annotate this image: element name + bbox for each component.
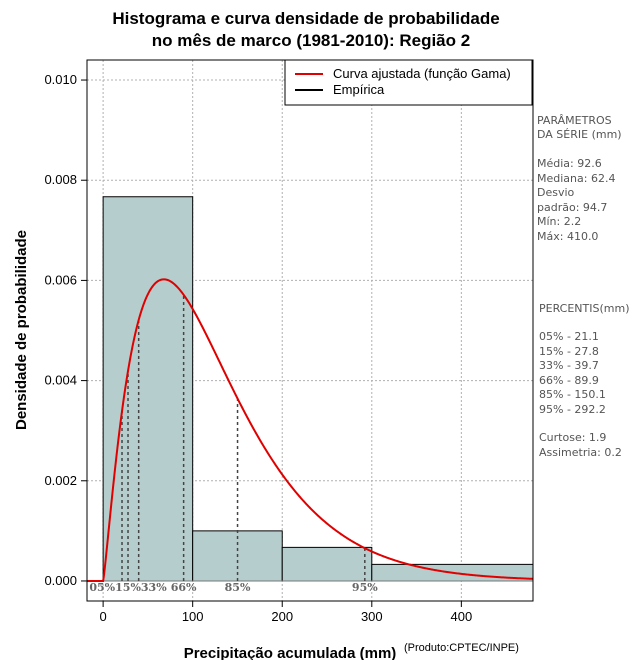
y-axis-ticks: 0.000 0.002 0.004 0.006 0.008 0.010 [44, 72, 87, 588]
percentil-33: 33% - 39.7 [539, 359, 599, 372]
params-header-2: DA SÉRIE (mm) [537, 128, 622, 141]
stat-desvio-2: padrão: 94.7 [537, 201, 607, 214]
stat-curtose: Curtose: 1.9 [539, 431, 606, 444]
percentil-95: 95% - 292.2 [539, 403, 606, 416]
x-tick-label-3: 300 [361, 609, 383, 624]
y-tick-label-3: 0.006 [44, 272, 77, 287]
stat-assimetria: Assimetria: 0.2 [539, 446, 622, 459]
percentile-label-66: 66% [171, 581, 197, 594]
percentile-label-low-group: 05%15%33% [89, 581, 167, 594]
x-tick-label-0: 0 [100, 609, 107, 624]
params-header-1: PARÂMETROS [537, 114, 612, 127]
stat-mediana: Mediana: 62.4 [537, 172, 615, 185]
percentile-labels: 05%15%33% 66% 85% 95% [89, 581, 378, 594]
percentiles-panel: PERCENTIS(mm) 05% - 21.1 15% - 27.8 33% … [539, 302, 630, 459]
product-credit: (Produto:CPTEC/INPE) [404, 642, 519, 654]
legend: Curva ajustada (função Gama) Empírica [284, 59, 533, 106]
histogram-bar-2 [282, 547, 372, 581]
legend-label-fit: Curva ajustada (função Gama) [333, 66, 511, 81]
gamma-curve [87, 278, 534, 582]
stat-media: Média: 92.6 [537, 157, 602, 170]
stat-max: Máx: 410.0 [537, 230, 598, 243]
x-tick-label-1: 100 [182, 609, 204, 624]
x-tick-label-2: 200 [271, 609, 293, 624]
percentil-66: 66% - 89.9 [539, 374, 599, 387]
x-axis-label: Precipitação acumulada (mm) [184, 645, 397, 660]
y-tick-label-5: 0.010 [44, 72, 77, 87]
stat-desvio-1: Desvio [537, 186, 575, 199]
x-axis-ticks: 0 100 200 300 400 [100, 601, 473, 624]
percentil-85: 85% - 150.1 [539, 388, 606, 401]
percentile-label-85: 85% [225, 581, 251, 594]
y-tick-label-4: 0.008 [44, 172, 77, 187]
histogram-bars [102, 196, 533, 582]
x-tick-label-4: 400 [451, 609, 473, 624]
histogram-bar-outline-3 [371, 563, 533, 581]
histogram-bar-outline-0 [102, 196, 194, 581]
percentile-label-95: 95% [352, 581, 378, 594]
legend-box [284, 59, 533, 106]
series-parameters-panel: PARÂMETROS DA SÉRIE (mm) Média: 92.6 Med… [537, 114, 622, 243]
stat-min: Mín: 2.2 [537, 215, 581, 228]
percentil-15: 15% - 27.8 [539, 345, 599, 358]
y-axis-label: Densidade de probabilidade [13, 230, 30, 430]
chart-title-line1: Histograma e curva densidade de probabil… [112, 9, 499, 28]
histogram-bar-0 [103, 196, 193, 581]
percentile-lines [121, 294, 366, 581]
percentis-header: PERCENTIS(mm) [539, 302, 630, 315]
gamma-curve-path [87, 278, 534, 582]
chart-title-line2: no mês de marco (1981-2010): Região 2 [152, 31, 470, 50]
percentil-05: 05% - 21.1 [539, 330, 599, 343]
y-tick-label-2: 0.004 [44, 373, 77, 388]
y-tick-label-0: 0.000 [44, 573, 77, 588]
legend-label-empirical: Empírica [333, 82, 385, 97]
y-tick-label-1: 0.002 [44, 473, 77, 488]
